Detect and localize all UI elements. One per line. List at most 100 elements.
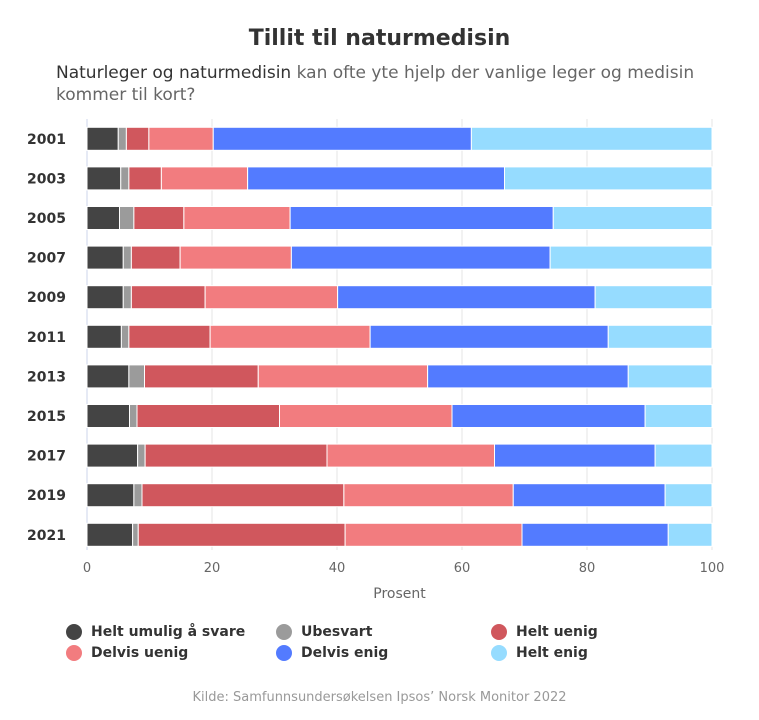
bar-segment	[521, 522, 669, 547]
bar-segment	[128, 364, 145, 389]
legend-label: Ubesvart	[301, 624, 373, 640]
x-tick-label: 60	[454, 561, 471, 576]
y-category-label: 2021	[27, 528, 66, 544]
bar-segment	[209, 324, 371, 349]
x-axis-label: Prosent	[373, 586, 426, 602]
x-tick-label: 40	[329, 561, 346, 576]
legend-label: Delvis enig	[301, 645, 389, 661]
bar-segment	[130, 245, 181, 270]
bar-segment	[470, 126, 713, 151]
bar-segment	[369, 324, 609, 349]
legend-item[interactable]: Helt uenig	[491, 624, 598, 640]
bar-segment	[594, 285, 713, 310]
bar-segment	[343, 483, 514, 508]
bar-segment	[86, 206, 120, 230]
bar-segment	[344, 522, 523, 547]
bar-segment	[337, 285, 596, 310]
bar-segment	[512, 483, 666, 508]
bar-segment	[654, 443, 713, 468]
x-tick-label: 20	[204, 561, 221, 576]
legend-item[interactable]: Delvis uenig	[66, 645, 188, 661]
bar-segment	[86, 483, 135, 508]
x-tick-label: 80	[579, 561, 596, 576]
y-category-label: 2017	[27, 449, 66, 465]
chart-title: Tillit til naturmedisin	[248, 26, 511, 51]
y-category-label: 2001	[27, 132, 66, 148]
bar-segment	[86, 126, 119, 151]
legend-label: Helt umulig å svare	[91, 624, 246, 640]
bar-segment	[160, 166, 249, 191]
legend-marker-icon	[66, 645, 82, 661]
bar-segment	[86, 324, 122, 349]
bar-segment	[257, 364, 429, 389]
bar-segment	[129, 404, 138, 428]
bar-segment	[326, 443, 495, 468]
legend-item[interactable]: Helt umulig å svare	[66, 624, 245, 640]
y-category-label: 2007	[27, 251, 66, 267]
bar-segment	[552, 206, 713, 230]
bar-segment	[137, 522, 346, 547]
bar-segment	[133, 483, 143, 508]
bar-segment	[128, 324, 211, 349]
bar-segment	[128, 166, 162, 191]
bar-segment	[86, 522, 134, 547]
bar-segment	[289, 206, 554, 230]
bar-segment	[204, 285, 339, 310]
y-category-label: 2011	[27, 330, 66, 346]
legend-label: Delvis uenig	[91, 645, 189, 661]
bar-segment	[212, 126, 472, 151]
bar-segment	[427, 364, 629, 389]
bar-segment	[86, 404, 130, 428]
bar-segment	[494, 443, 656, 468]
legend-item[interactable]: Delvis enig	[276, 645, 388, 661]
bar-segment	[86, 166, 122, 191]
bar-segment	[132, 522, 139, 547]
y-category-label: 2009	[27, 290, 66, 306]
bar-segment	[179, 245, 292, 270]
bar-segment	[137, 443, 146, 468]
legend-label: Helt enig	[516, 645, 588, 661]
bar-segment	[86, 245, 124, 270]
y-category-label: 2013	[27, 369, 66, 385]
y-category-label: 2015	[27, 409, 66, 425]
bar-segment	[86, 443, 139, 468]
bar-segment	[290, 245, 551, 270]
y-category-label: 2003	[27, 171, 66, 187]
legend-marker-icon	[276, 645, 292, 661]
bar-segment	[247, 166, 505, 191]
bar-segment	[183, 206, 291, 230]
bar-segment	[144, 443, 328, 468]
bar-segment	[125, 126, 150, 151]
bar-segment	[122, 285, 132, 310]
legend-marker-icon	[66, 624, 82, 640]
subtitle-rest: kan ofte yte hjelp der vanlige leger og …	[56, 63, 695, 105]
bar-segment	[664, 483, 713, 508]
subtitle-emphasis: Naturleger og naturmedisin	[56, 63, 292, 83]
y-category-label: 2005	[27, 211, 66, 227]
bar-segment	[148, 126, 214, 151]
legend-item[interactable]: Ubesvart	[276, 624, 372, 640]
bar-segment	[86, 285, 124, 310]
legend-marker-icon	[491, 624, 507, 640]
bar-segment	[644, 404, 713, 428]
legend-label: Helt uenig	[516, 624, 598, 640]
bar-segment	[549, 245, 713, 270]
bar-segment	[279, 404, 453, 428]
bar-segment	[120, 324, 130, 349]
bar-segment	[141, 483, 345, 508]
bar-segment	[117, 126, 127, 151]
bar-segment	[667, 522, 713, 547]
bar-segment	[136, 404, 280, 428]
bar-segment	[607, 324, 713, 349]
legend-marker-icon	[491, 645, 507, 661]
source-note: Kilde: Samfunnsundersøkelsen Ipsos’ Nors…	[192, 690, 567, 705]
bar-segment	[504, 166, 713, 191]
chart-subtitle: Naturleger og naturmedisin kan ofte yte …	[56, 62, 716, 106]
bar-segment	[119, 206, 135, 230]
bar-segment	[451, 404, 646, 428]
legend-item[interactable]: Helt enig	[491, 645, 588, 661]
bar-segment	[130, 285, 206, 310]
bar-segment	[133, 206, 185, 230]
